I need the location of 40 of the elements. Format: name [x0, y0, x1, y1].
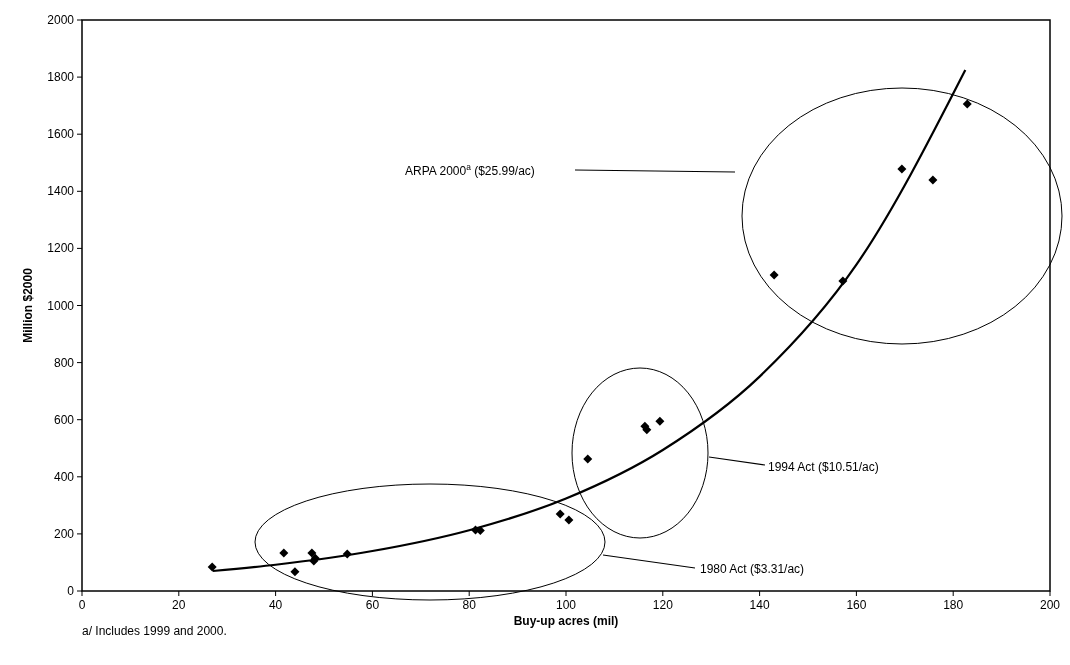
point: [307, 548, 317, 558]
point: [962, 99, 972, 109]
x-tick-label: 100: [555, 598, 577, 612]
y-tick-label: 0: [67, 584, 75, 598]
y-axis-title: Million $2000: [21, 267, 35, 343]
point: [655, 416, 665, 426]
y-tick-label: 1200: [47, 241, 75, 256]
x-tick-label: 80: [462, 598, 477, 612]
annotation: 1980 Act ($3.31/ac): [700, 562, 805, 576]
y-tick-label: 1800: [47, 70, 75, 85]
x-tick-label: 40: [268, 598, 283, 612]
x-tick-label: 120: [652, 598, 674, 612]
point: [564, 515, 574, 525]
y-tick-label: 2000: [47, 13, 75, 27]
x-tick-label: 200: [1039, 598, 1061, 612]
annotation: ARPA 2000$^{a}$ ($25.99/ac): [405, 162, 535, 178]
y-tick-label: 1000: [47, 298, 75, 313]
x-tick-label: 180: [943, 598, 964, 612]
y-tick-label: 600: [53, 412, 75, 427]
y-tick-label: 1400: [47, 184, 75, 199]
point: [928, 175, 938, 185]
annotation: 1994 Act ($10.51/ac): [768, 460, 879, 474]
point: [290, 567, 300, 577]
y-tick-label: 200: [53, 526, 75, 541]
point: [583, 454, 593, 464]
x-tick-label: 60: [365, 598, 380, 612]
x-tick-label: 140: [749, 598, 770, 612]
x-tick-label: 0: [78, 598, 86, 612]
point: [769, 270, 779, 280]
x-tick-label: 20: [172, 598, 186, 612]
y-tick-label: 800: [53, 355, 75, 370]
text: a/ Includes 1999 and 2000.: [82, 624, 227, 638]
x-axis-title: Buy-up acres (mil): [513, 614, 619, 628]
point: [279, 548, 289, 558]
point: [207, 562, 217, 572]
point: [897, 164, 907, 174]
y-tick-label: 400: [53, 469, 75, 484]
x-tick-label: 160: [846, 598, 867, 612]
y-tick-label: 1600: [47, 127, 75, 142]
point: [555, 509, 565, 519]
